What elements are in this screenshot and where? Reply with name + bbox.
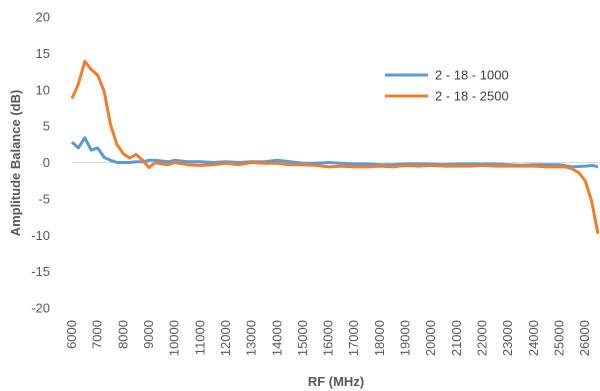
y-tick-label: -10 [31,228,50,243]
x-tick-label: 23000 [500,320,515,356]
x-tick-label: 9000 [141,320,156,349]
legend-label: 2 - 18 - 1000 [435,68,509,83]
x-tick-label: 18000 [372,320,387,356]
x-tick-label: 26000 [577,320,592,356]
x-axis-ticks: 6000 7000 8000 9000 10000 11000 12000 13000 1400… [64,320,592,356]
x-tick-label: 14000 [269,320,284,356]
legend: 2 - 18 - 1000 2 - 18 - 2500 [385,68,509,104]
series-line-2 [70,59,600,235]
y-axis-title: Amplitude Balance (dB) [8,90,23,237]
x-tick-label: 6000 [64,320,79,349]
series-lines [70,59,600,235]
x-tick-label: 16000 [321,320,336,356]
y-tick-label: -20 [31,301,50,316]
x-tick-label: 15000 [295,320,310,356]
x-tick-label: 25000 [552,320,567,356]
x-tick-label: 22000 [475,320,490,356]
y-tick-label: -15 [31,264,50,279]
x-tick-label: 20000 [423,320,438,356]
x-tick-label: 19000 [398,320,413,356]
x-tick-label: 17000 [346,320,361,356]
x-tick-label: 10000 [167,320,182,356]
y-tick-label: 15 [36,46,50,61]
legend-label: 2 - 18 - 2500 [435,89,509,104]
y-tick-label: 0 [43,155,50,170]
x-tick-label: 8000 [115,320,130,349]
x-tick-label: 13000 [244,320,259,356]
y-axis-ticks: 20 15 10 5 0 -5 -10 -15 -20 [31,10,50,316]
x-tick-label: 24000 [526,320,541,356]
y-tick-label: 5 [43,119,50,134]
y-tick-label: -5 [38,191,50,206]
y-tick-label: 20 [36,10,50,25]
x-tick-label: 11000 [192,320,207,355]
y-tick-label: 10 [36,82,50,97]
x-tick-label: 21000 [449,320,464,356]
series-line-1 [70,136,599,169]
x-tick-label: 12000 [218,320,233,356]
x-axis-title: RF (MHz) [308,374,364,389]
x-tick-label: 7000 [90,320,105,349]
